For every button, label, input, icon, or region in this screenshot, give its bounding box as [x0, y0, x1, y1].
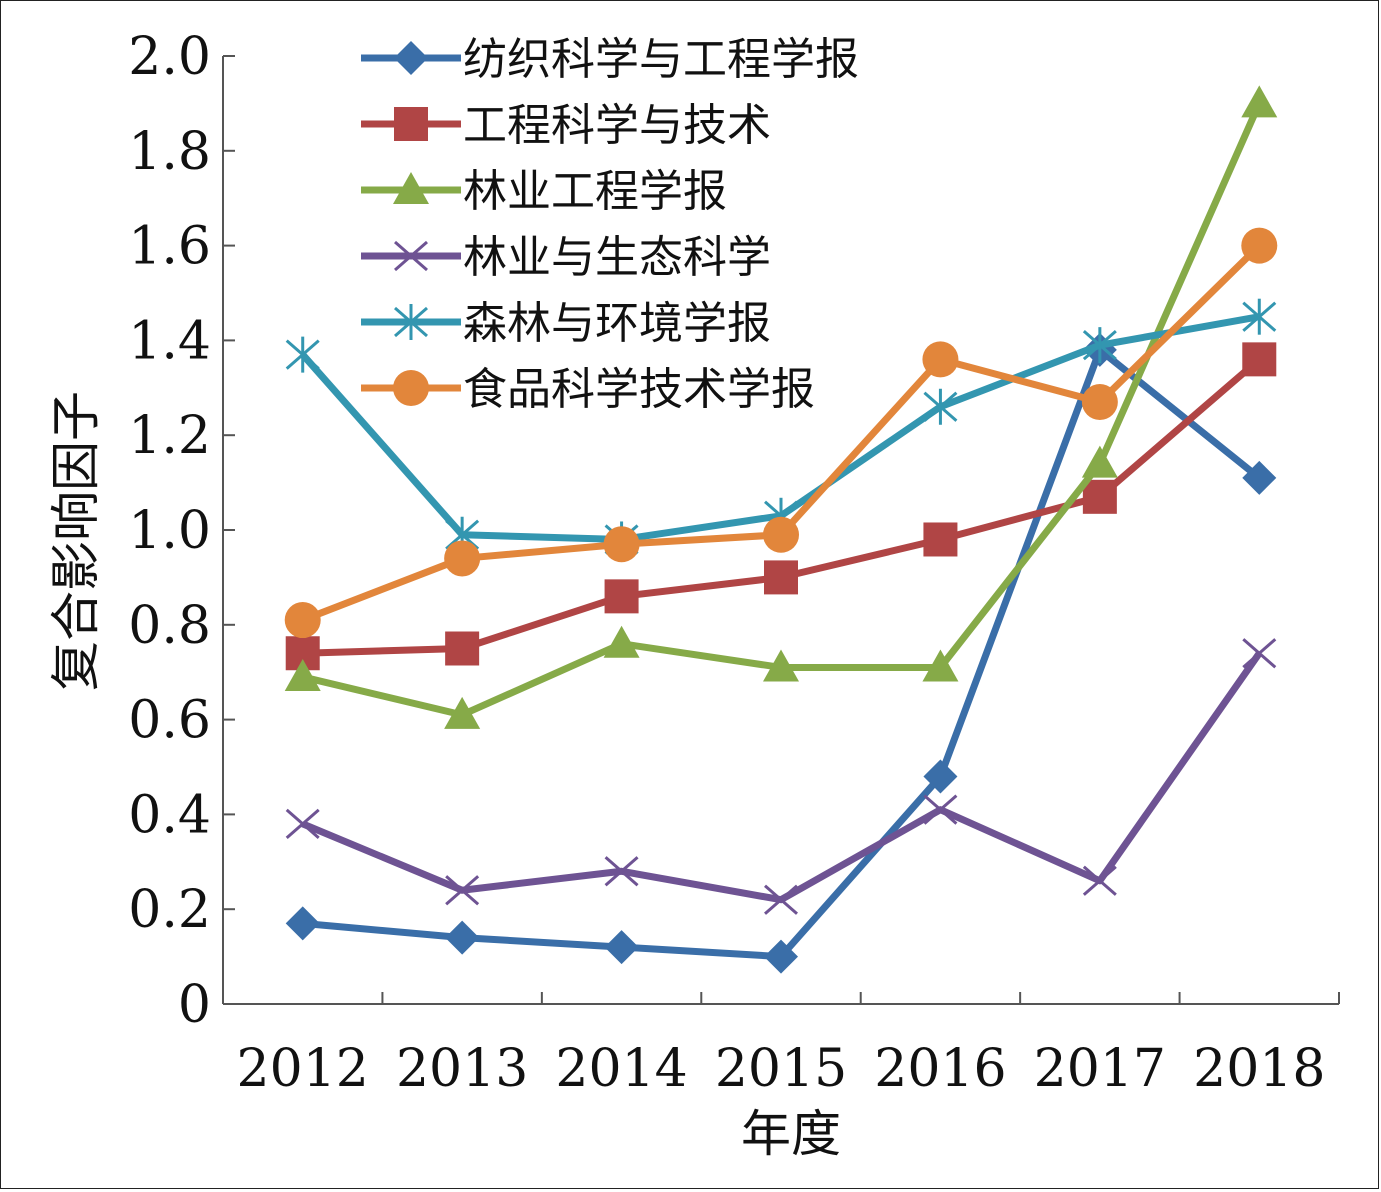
data-point-marker — [1082, 479, 1117, 514]
legend-label: 纺织科学与工程学报 — [463, 34, 859, 85]
data-point-marker — [284, 602, 321, 639]
series-4 — [285, 638, 1277, 915]
data-point-marker — [603, 526, 640, 563]
legend-marker — [394, 240, 428, 272]
data-point-marker — [764, 560, 798, 595]
legend-marker — [393, 172, 429, 204]
series-6 — [284, 227, 1278, 639]
y-tick-label: 0 — [178, 975, 211, 1035]
series-line — [301, 651, 1263, 904]
legend-label: 工程科学与技术 — [463, 100, 771, 151]
x-tick-label: 2018 — [1193, 1039, 1325, 1099]
data-point-marker — [444, 540, 481, 577]
data-point-marker — [1242, 638, 1277, 669]
data-point-marker — [1082, 865, 1117, 896]
series-layer — [284, 85, 1278, 974]
data-point-marker — [445, 920, 480, 955]
legend-item: 森林与环境学报 — [361, 298, 771, 349]
data-point-marker — [285, 336, 320, 373]
data-point-marker — [923, 522, 958, 557]
data-point-marker — [445, 631, 480, 666]
legend-marker — [394, 41, 428, 75]
legend-marker — [393, 370, 429, 406]
legend-item: 林业工程学报 — [361, 166, 727, 217]
data-point-marker — [603, 625, 640, 658]
x-tick-label: 2013 — [396, 1039, 528, 1099]
legend-item: 工程科学与技术 — [361, 100, 771, 151]
data-point-marker — [1241, 85, 1278, 118]
data-point-marker — [1242, 342, 1277, 377]
data-point-marker — [763, 649, 799, 682]
data-point-marker — [1242, 460, 1277, 495]
legend-label: 森林与环境学报 — [463, 298, 771, 349]
series-3 — [284, 85, 1278, 729]
legend-item: 林业与生态科学 — [361, 232, 771, 283]
data-point-marker — [1081, 384, 1118, 421]
x-tick-label: 2012 — [237, 1039, 369, 1099]
y-tick-label: 0.2 — [128, 880, 211, 940]
y-tick-label: 1.0 — [128, 501, 211, 561]
data-point-marker — [923, 388, 958, 425]
series-2 — [285, 342, 1277, 671]
legend-marker — [394, 304, 428, 340]
legend-marker — [394, 107, 428, 141]
y-tick-label: 0.8 — [128, 596, 211, 656]
x-axis-ticks: 2012 2013 2014 2015 2016 2017 2018 — [237, 992, 1340, 1099]
x-tick-label: 2016 — [874, 1039, 1006, 1099]
data-point-marker — [604, 930, 639, 965]
x-tick-label: 2014 — [555, 1039, 687, 1099]
data-point-marker — [444, 696, 481, 729]
x-axis-title: 年度 — [741, 1105, 841, 1163]
x-tick-label: 2017 — [1034, 1039, 1166, 1099]
y-tick-label: 0.6 — [128, 691, 211, 751]
data-point-marker — [1081, 445, 1118, 478]
y-tick-label: 1.2 — [128, 406, 211, 466]
data-point-marker — [1241, 227, 1278, 264]
y-tick-label: 1.4 — [128, 311, 211, 371]
legend-label: 林业工程学报 — [463, 166, 727, 217]
data-point-marker — [1082, 327, 1117, 364]
data-point-marker — [764, 939, 798, 974]
legend-label: 林业与生态科学 — [463, 232, 771, 283]
data-point-marker — [764, 884, 798, 915]
data-point-marker — [763, 516, 799, 553]
data-point-marker — [285, 906, 320, 941]
y-axis-ticks: 0 0.2 0.4 0.6 0.8 1.0 1.2 1.4 1.6 1.8 2.0 — [128, 27, 235, 1035]
y-tick-label: 0.4 — [128, 785, 211, 845]
x-tick-label: 2015 — [715, 1039, 847, 1099]
data-point-marker — [1242, 298, 1277, 335]
data-point-marker — [284, 658, 321, 691]
y-tick-label: 2.0 — [128, 27, 211, 87]
data-point-marker — [922, 649, 959, 682]
legend: 纺织科学与工程学报工程科学与技术林业工程学报林业与生态科学森林与环境学报食品科学… — [361, 34, 859, 415]
data-point-marker — [285, 808, 320, 840]
y-axis-title: 复合影响因子 — [47, 391, 105, 691]
data-point-marker — [923, 794, 958, 825]
legend-item: 纺织科学与工程学报 — [361, 34, 859, 85]
y-tick-label: 1.6 — [128, 217, 211, 277]
data-point-marker — [604, 579, 639, 614]
data-point-marker — [445, 875, 480, 906]
data-point-marker — [922, 341, 959, 378]
data-point-marker — [604, 856, 639, 887]
data-point-marker — [923, 759, 958, 794]
legend-item: 食品科学技术学报 — [361, 364, 815, 415]
y-tick-label: 1.8 — [128, 122, 211, 182]
legend-label: 食品科学技术学报 — [463, 364, 815, 415]
